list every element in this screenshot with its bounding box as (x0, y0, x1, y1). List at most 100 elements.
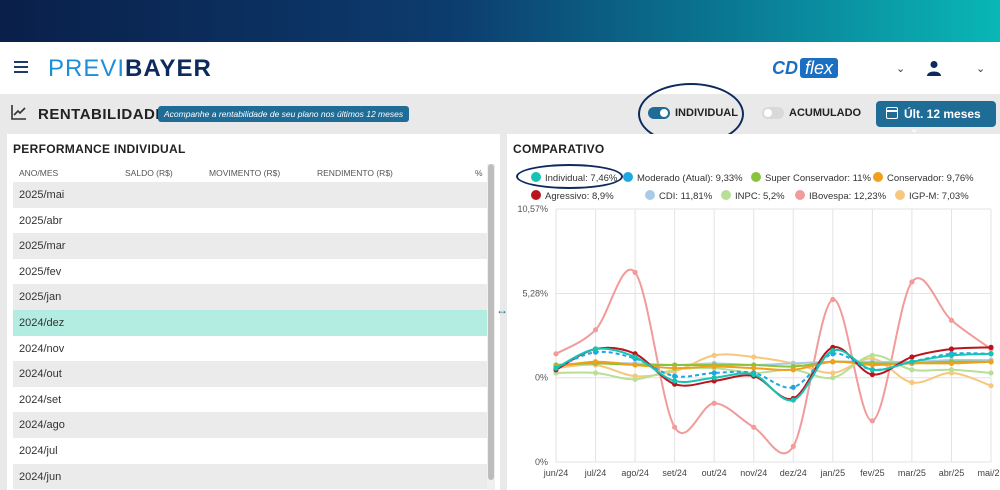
acumulado-toggle-label[interactable]: ACUMULADO (789, 107, 862, 119)
y-tick-label: 0% (535, 457, 548, 467)
x-tick-label: jan/25 (820, 468, 846, 478)
data-point-ibovespa (751, 424, 757, 430)
table-row[interactable]: 2025/jan (13, 284, 487, 310)
data-point-individual (553, 365, 559, 371)
legend-moderado[interactable]: Moderado (Atual): 9,33% (623, 172, 743, 184)
data-point-individual (948, 352, 955, 358)
scrollbar[interactable] (487, 164, 495, 490)
data-point-agressivo (988, 344, 994, 350)
menu-icon[interactable] (14, 58, 28, 78)
logo-part-1: PREVI (48, 55, 126, 82)
column-ano-mes[interactable]: ANO/MES (19, 168, 59, 178)
data-point-igp-m (988, 383, 994, 389)
logo-part-2: BAYER (125, 55, 212, 82)
calendar-icon (886, 107, 898, 119)
y-tick-label: 10,57% (517, 204, 548, 214)
top-banner (0, 0, 1000, 42)
legend-agressivo[interactable]: Agressivo: 8,9% (531, 190, 614, 202)
table-row-selected[interactable]: 2024/dez (13, 309, 487, 336)
table-row[interactable]: 2025/abr (13, 207, 487, 234)
legend-inpc[interactable]: INPC: 5,2% (721, 190, 785, 202)
data-point-individual (672, 378, 678, 384)
column-rendimento[interactable]: RENDIMENTO (R$) (317, 168, 393, 178)
x-tick-label: nov/24 (740, 468, 767, 478)
chevron-down-icon[interactable]: ⌄ (896, 63, 906, 75)
data-point-inpc (909, 367, 915, 373)
table-row[interactable]: 2025/mar (13, 233, 487, 259)
performance-panel: PERFORMANCE INDIVIDUAL ANO/MES SALDO (R$… (7, 134, 500, 490)
data-point-igp-m (909, 379, 915, 386)
data-point-conservador (711, 363, 717, 370)
table-row[interactable]: 2025/fev (13, 258, 487, 285)
legend-highlight-ellipse (516, 164, 623, 189)
data-point-conservador (988, 359, 994, 365)
data-point-conservador (751, 365, 757, 371)
x-tick-label: mai/25 (977, 468, 1000, 478)
data-point-igp-m (711, 352, 717, 358)
data-point-individual (909, 359, 915, 365)
user-icon[interactable] (926, 60, 942, 76)
data-point-individual (751, 371, 757, 378)
data-point-conservador (948, 360, 955, 366)
table-row[interactable]: 2024/jul (13, 437, 487, 464)
y-tick-label: 5,28% (522, 288, 548, 298)
series-line-conservador (555, 360, 992, 372)
table-row[interactable]: 2024/jun (13, 463, 487, 490)
column-saldo[interactable]: SALDO (R$) (125, 168, 173, 178)
data-point-ibovespa (948, 317, 955, 323)
table-header: ANO/MES SALDO (R$) MOVIMENTO (R$) RENDIM… (13, 166, 487, 182)
cd-flex-logo: CD flex (772, 58, 839, 79)
data-point-conservador (830, 359, 836, 365)
series-line-igp-m (555, 353, 992, 387)
app-header: PREVIBAYER CD flex ⌄ ⌄ (0, 42, 1000, 94)
flex-text: flex (800, 58, 839, 78)
comparativo-panel: COMPARATIVO Individual: 7,46% Moderado (… (507, 134, 1000, 490)
trend-chart-icon (11, 105, 26, 120)
performance-title: PERFORMANCE INDIVIDUAL (13, 142, 186, 156)
data-point-conservador (869, 362, 875, 368)
data-point-individual (592, 346, 599, 352)
column-percent[interactable]: % (475, 168, 483, 178)
legend-conservador[interactable]: Conservador: 9,76% (873, 172, 974, 184)
scrollbar-thumb[interactable] (488, 164, 494, 480)
column-movimento[interactable]: MOVIMENTO (R$) (209, 168, 281, 178)
period-chevron-down-icon: ⌄ (910, 124, 919, 135)
data-point-inpc (632, 376, 638, 382)
user-chevron-down-icon[interactable]: ⌄ (976, 63, 986, 75)
acumulado-toggle[interactable] (762, 107, 784, 119)
period-select-button[interactable]: Últ. 12 meses ⌄ (876, 101, 996, 135)
table-row[interactable]: 2025/mai (13, 182, 487, 208)
table-row[interactable]: 2024/nov (13, 335, 487, 362)
data-point-ibovespa (711, 400, 717, 406)
x-tick-label: out/24 (702, 468, 727, 478)
table-row[interactable]: 2024/out (13, 361, 487, 387)
x-tick-label: ago/24 (621, 468, 649, 478)
data-point-individual (830, 347, 836, 354)
data-point-ibovespa (909, 279, 915, 285)
table-row[interactable]: 2024/ago (13, 412, 487, 438)
x-tick-label: fev/25 (860, 468, 885, 478)
x-tick-label: jul/24 (584, 468, 607, 478)
data-point-individual (790, 397, 796, 403)
x-tick-label: mar/25 (898, 468, 926, 478)
data-point-individual (869, 367, 875, 373)
data-point-ibovespa (672, 424, 678, 430)
table-row[interactable]: 2024/set (13, 386, 487, 413)
legend-ibovespa[interactable]: IBovespa: 12,23% (795, 190, 886, 202)
resize-handle-icon[interactable]: ↔ (496, 303, 508, 317)
legend-igpm[interactable]: IGP-M: 7,03% (895, 190, 969, 202)
data-point-inpc (988, 370, 994, 376)
legend-super-conservador[interactable]: Super Conservador: 11% (751, 172, 871, 184)
cd-text: CD (772, 58, 798, 78)
x-tick-label: dez/24 (780, 468, 807, 478)
y-tick-label: 0% (535, 373, 548, 383)
data-point-ibovespa (869, 418, 875, 424)
data-point-individual (988, 351, 994, 357)
series-line-inpc (555, 354, 992, 381)
legend-cdi[interactable]: CDI: 11,81% (645, 190, 712, 202)
logo[interactable]: PREVIBAYER (48, 55, 212, 83)
data-point-individual (632, 354, 638, 360)
table-body: 2025/mai 2025/abr 2025/mar 2025/fev 2025… (13, 182, 487, 490)
data-point-moderado-atual (790, 384, 796, 390)
data-point-inpc (592, 370, 599, 376)
